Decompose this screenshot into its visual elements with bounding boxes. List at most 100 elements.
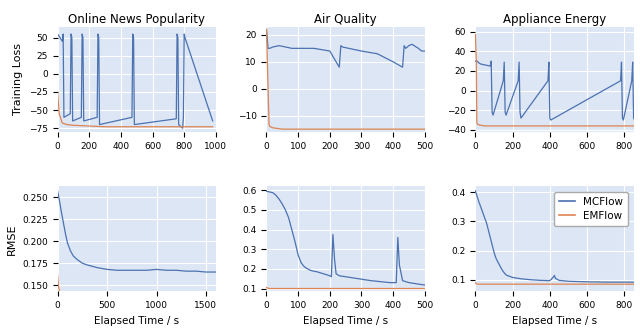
Title: Online News Popularity: Online News Popularity: [68, 13, 205, 26]
MCFlow: [181, 36, 189, 40]
Line: MCFlow: MCFlow: [476, 191, 634, 282]
EMFlow: [326, 127, 333, 131]
MCFlow: [546, 279, 554, 283]
MCFlow: [173, 32, 181, 36]
MCFlow: [61, 232, 69, 236]
MCFlow: [58, 211, 65, 215]
Line: MCFlow: MCFlow: [58, 191, 216, 272]
MCFlow: [630, 116, 637, 120]
EMFlow: [55, 285, 63, 289]
EMFlow: [564, 124, 572, 128]
EMFlow: [266, 286, 273, 290]
MCFlow: [527, 278, 535, 282]
MCFlow: [58, 39, 66, 43]
MCFlow: [544, 79, 552, 83]
MCFlow: [400, 44, 408, 48]
Line: MCFlow: MCFlow: [266, 29, 425, 67]
EMFlow: [527, 124, 535, 128]
MCFlow: [361, 278, 369, 282]
X-axis label: Elapsed Time / s: Elapsed Time / s: [303, 316, 388, 326]
MCFlow: [516, 110, 524, 114]
MCFlow: [476, 200, 483, 204]
MCFlow: [278, 202, 286, 206]
MCFlow: [399, 279, 406, 283]
MCFlow: [329, 232, 337, 237]
MCFlow: [339, 45, 346, 49]
MCFlow: [80, 119, 88, 123]
EMFlow: [93, 292, 101, 296]
EMFlow: [269, 286, 276, 290]
Line: MCFlow: MCFlow: [266, 191, 425, 285]
EMFlow: [264, 87, 272, 91]
MCFlow: [301, 265, 308, 269]
MCFlow: [94, 32, 102, 36]
MCFlow: [472, 59, 479, 63]
MCFlow: [358, 49, 365, 53]
MCFlow: [282, 208, 289, 212]
EMFlow: [602, 124, 609, 128]
MCFlow: [79, 36, 87, 40]
MCFlow: [285, 216, 292, 220]
MCFlow: [547, 118, 555, 122]
EMFlow: [474, 282, 481, 286]
MCFlow: [421, 49, 429, 53]
MCFlow: [402, 46, 410, 50]
EMFlow: [63, 292, 71, 296]
EMFlow: [74, 292, 81, 296]
MCFlow: [323, 273, 330, 277]
MCFlow: [396, 263, 403, 267]
EMFlow: [55, 112, 63, 116]
MCFlow: [481, 216, 488, 220]
MCFlow: [54, 32, 61, 36]
MCFlow: [310, 269, 318, 273]
MCFlow: [67, 249, 74, 253]
MCFlow: [174, 36, 182, 40]
MCFlow: [418, 282, 426, 286]
EMFlow: [546, 282, 554, 286]
MCFlow: [488, 110, 496, 114]
EMFlow: [196, 125, 204, 129]
MCFlow: [501, 110, 509, 114]
EMFlow: [209, 125, 216, 129]
MCFlow: [133, 268, 141, 272]
MCFlow: [515, 79, 522, 83]
EMFlow: [490, 124, 498, 128]
MCFlow: [291, 240, 299, 244]
MCFlow: [316, 271, 324, 275]
EMFlow: [113, 292, 121, 296]
MCFlow: [474, 195, 481, 199]
MCFlow: [77, 115, 85, 119]
EMFlow: [101, 125, 109, 129]
MCFlow: [310, 46, 318, 50]
EMFlow: [527, 282, 535, 286]
EMFlow: [58, 291, 65, 295]
EMFlow: [358, 127, 365, 131]
MCFlow: [68, 119, 76, 123]
MCFlow: [95, 36, 102, 40]
EMFlow: [212, 292, 220, 296]
MCFlow: [60, 32, 67, 36]
MCFlow: [355, 277, 362, 281]
MCFlow: [83, 263, 91, 267]
MCFlow: [499, 79, 507, 83]
EMFlow: [294, 286, 302, 290]
MCFlow: [617, 79, 625, 83]
MCFlow: [294, 253, 302, 257]
MCFlow: [552, 276, 559, 280]
MCFlow: [182, 269, 190, 273]
Y-axis label: Training Loss: Training Loss: [13, 43, 23, 115]
MCFlow: [630, 118, 638, 122]
MCFlow: [93, 115, 101, 119]
MCFlow: [275, 197, 283, 201]
MCFlow: [328, 275, 335, 279]
MCFlow: [496, 263, 504, 267]
MCFlow: [264, 46, 272, 50]
MCFlow: [326, 49, 333, 53]
MCFlow: [490, 250, 498, 254]
MCFlow: [96, 123, 104, 127]
EMFlow: [61, 292, 69, 296]
MCFlow: [266, 190, 273, 194]
MCFlow: [518, 277, 525, 281]
MCFlow: [288, 227, 296, 231]
Title: Appliance Energy: Appliance Energy: [503, 13, 606, 26]
